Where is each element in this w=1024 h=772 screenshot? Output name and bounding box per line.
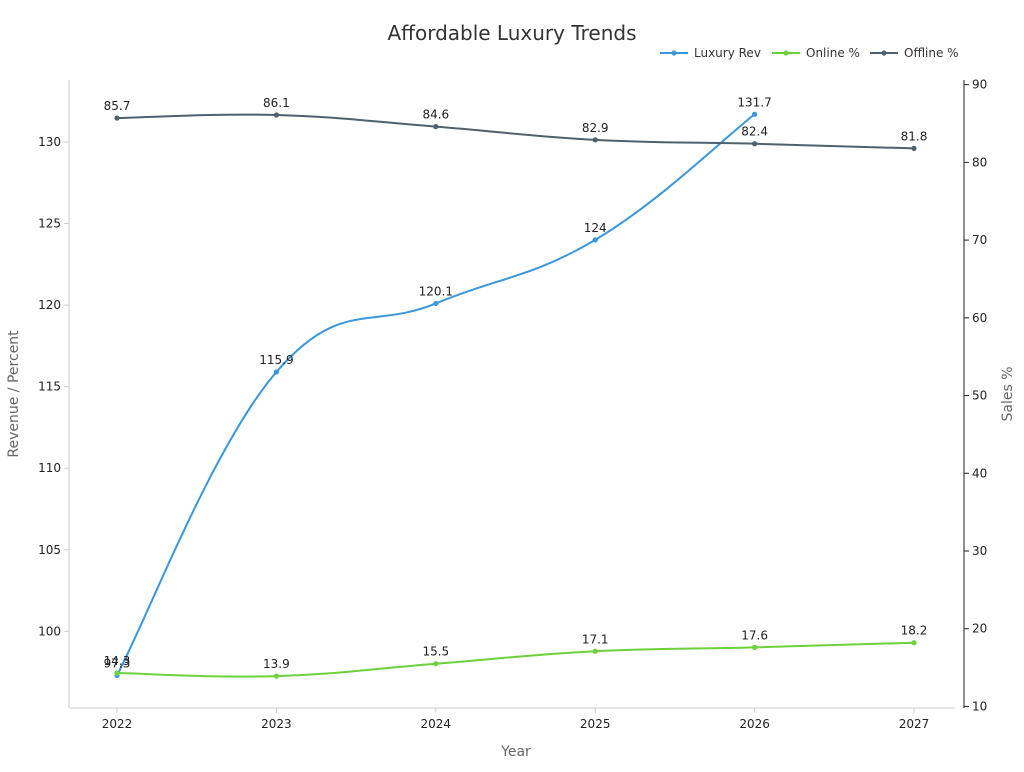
data-label: 14.3: [104, 654, 131, 668]
data-point: [114, 115, 119, 120]
data-label: 120.1: [419, 284, 453, 298]
data-label: 15.5: [422, 645, 449, 659]
series-online: 14.3 13.9 15.5 17.1 17.6 18.2: [104, 624, 928, 679]
legend-item[interactable]: Luxury Rev: [660, 46, 761, 60]
right-tick-label: 50: [972, 389, 987, 403]
data-point: [752, 141, 757, 146]
data-point: [593, 137, 598, 142]
left-tick-label: 130: [38, 135, 61, 149]
data-point: [433, 301, 438, 306]
legend-swatch-dot: [671, 50, 676, 55]
data-point: [911, 146, 916, 151]
legend-item[interactable]: Offline %: [870, 46, 959, 60]
left-tick-label: 120: [38, 298, 61, 312]
right-tick-label: 20: [972, 622, 987, 636]
data-label: 115.9: [259, 353, 293, 367]
left-tick-label: 105: [38, 543, 61, 557]
data-label: 86.1: [263, 96, 290, 110]
legend-label: Online %: [806, 46, 860, 60]
left-axis-title: Revenue / Percent: [6, 330, 22, 458]
data-point: [274, 369, 279, 374]
right-tick-label: 80: [972, 155, 987, 169]
data-label: 124: [584, 221, 607, 235]
data-label: 17.6: [741, 628, 768, 642]
series-line: [117, 115, 914, 149]
series-offline: 85.7 86.1 84.6 82.9 82.4 81.8: [104, 96, 928, 151]
data-point: [433, 661, 438, 666]
data-label: 18.2: [901, 624, 928, 638]
data-label: 82.4: [741, 125, 768, 139]
left-tick-label: 125: [38, 217, 61, 231]
series-line: [117, 643, 914, 677]
x-tick-label: 2026: [739, 717, 770, 731]
legend-swatch-dot: [881, 50, 886, 55]
right-tick-label: 10: [972, 699, 987, 713]
data-point: [274, 674, 279, 679]
data-point: [593, 237, 598, 242]
data-label: 13.9: [263, 657, 290, 671]
right-tick-label: 60: [972, 311, 987, 325]
axes: [69, 80, 964, 708]
data-point: [114, 670, 119, 675]
data-point: [752, 112, 757, 117]
legend-swatch-dot: [783, 50, 788, 55]
x-tick-label: 2025: [580, 717, 611, 731]
right-tick-label: 90: [972, 78, 987, 92]
chart-root: Affordable Luxury Trends Luxury Rev Onlin…: [0, 0, 1024, 768]
left-axis-ticks: 100 105 110 115 120 125 130: [38, 135, 69, 638]
x-tick-label: 2022: [102, 717, 133, 731]
right-axis-ticks: 10 20 30 40 50 60 70 80 90: [964, 78, 987, 714]
x-axis-title: Year: [500, 744, 531, 760]
right-tick-label: 40: [972, 466, 987, 480]
x-tick-label: 2023: [261, 717, 292, 731]
right-tick-label: 70: [972, 233, 987, 247]
right-axis-title: Sales %: [1000, 366, 1016, 421]
data-label: 17.1: [582, 632, 609, 646]
legend: Luxury Rev Online % Offline %: [660, 46, 959, 60]
legend-item[interactable]: Online %: [772, 46, 860, 60]
left-tick-label: 110: [38, 461, 61, 475]
x-tick-label: 2024: [421, 717, 452, 731]
data-label: 82.9: [582, 121, 609, 135]
data-label: 85.7: [104, 99, 131, 113]
data-label: 81.8: [901, 129, 928, 143]
chart-title: Affordable Luxury Trends: [388, 21, 637, 45]
left-tick-label: 100: [38, 624, 61, 638]
data-label: 84.6: [422, 108, 449, 122]
line-chart: Affordable Luxury Trends Luxury Rev Onlin…: [0, 0, 1024, 768]
right-tick-label: 30: [972, 544, 987, 558]
legend-label: Offline %: [904, 46, 959, 60]
legend-label: Luxury Rev: [694, 46, 761, 60]
left-tick-label: 115: [38, 380, 61, 394]
data-point: [274, 112, 279, 117]
x-tick-label: 2027: [899, 717, 930, 731]
data-label: 131.7: [737, 95, 771, 109]
data-point: [593, 649, 598, 654]
x-axis-ticks: 2022 2023 2024 2025 2026 2027: [102, 708, 930, 731]
series-line: [117, 114, 755, 675]
data-point: [752, 645, 757, 650]
data-point: [911, 640, 916, 645]
data-point: [433, 124, 438, 129]
